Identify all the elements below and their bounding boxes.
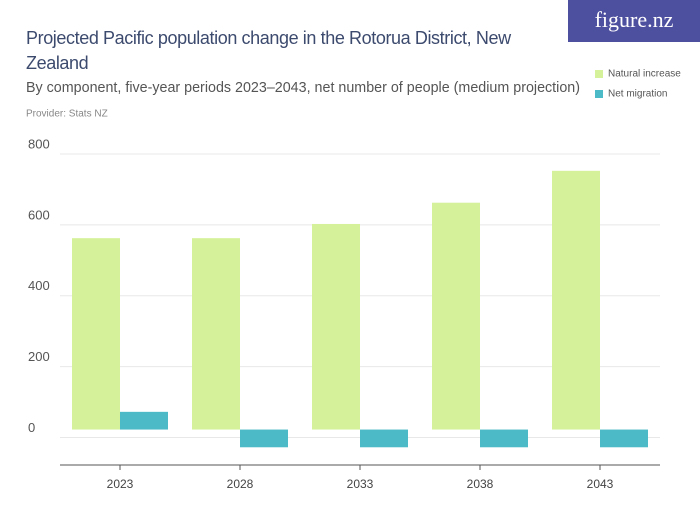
- chart-title: Projected Pacific population change in t…: [26, 28, 511, 73]
- y-tick-label: 200: [28, 349, 50, 364]
- bar: [552, 170, 600, 430]
- bar: [360, 429, 408, 448]
- legend-swatch: [595, 90, 603, 98]
- legend-swatch: [595, 70, 603, 78]
- bar: [192, 238, 240, 430]
- x-tick-label: 2043: [587, 477, 614, 491]
- bar: [432, 202, 480, 430]
- bar: [480, 429, 528, 448]
- legend-label: Net migration: [608, 89, 667, 100]
- x-tick-label: 2038: [467, 477, 494, 491]
- bar: [72, 238, 120, 430]
- y-tick-label: 600: [28, 207, 50, 222]
- brand-logo: figure.nz: [568, 0, 700, 42]
- y-tick-label: 400: [28, 278, 50, 293]
- y-tick-label: 0: [28, 420, 35, 435]
- y-tick-label: 800: [28, 136, 50, 151]
- bar: [312, 223, 360, 430]
- bar: [240, 429, 288, 448]
- x-tick-label: 2023: [107, 477, 134, 491]
- x-tick-label: 2028: [227, 477, 254, 491]
- legend-label: Natural increase: [608, 69, 681, 80]
- bar: [120, 411, 168, 430]
- chart-subtitle: By component, five-year periods 2023–204…: [26, 79, 580, 96]
- bar: [600, 429, 648, 448]
- x-tick-label: 2033: [347, 477, 374, 491]
- provider: Provider: Stats NZ: [26, 109, 108, 120]
